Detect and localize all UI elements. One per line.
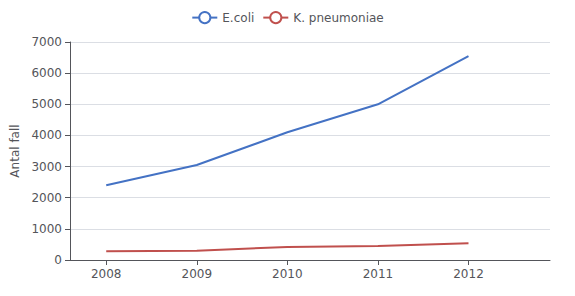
svg-text:1000: 1000 — [31, 222, 62, 236]
svg-text:2008: 2008 — [91, 267, 122, 281]
svg-text:Antal fall: Antal fall — [8, 124, 22, 177]
svg-text:2000: 2000 — [31, 191, 62, 205]
svg-text:5000: 5000 — [31, 97, 62, 111]
svg-text:2009: 2009 — [182, 267, 213, 281]
svg-text:4000: 4000 — [31, 128, 62, 142]
svg-text:E.coli: E.coli — [222, 11, 254, 25]
svg-text:2010: 2010 — [272, 267, 303, 281]
svg-text:2012: 2012 — [453, 267, 484, 281]
svg-text:0: 0 — [54, 253, 62, 267]
svg-text:3000: 3000 — [31, 160, 62, 174]
svg-text:7000: 7000 — [31, 35, 62, 49]
svg-text:6000: 6000 — [31, 66, 62, 80]
svg-text:2011: 2011 — [363, 267, 394, 281]
svg-text:K. pneumoniae: K. pneumoniae — [293, 11, 383, 25]
